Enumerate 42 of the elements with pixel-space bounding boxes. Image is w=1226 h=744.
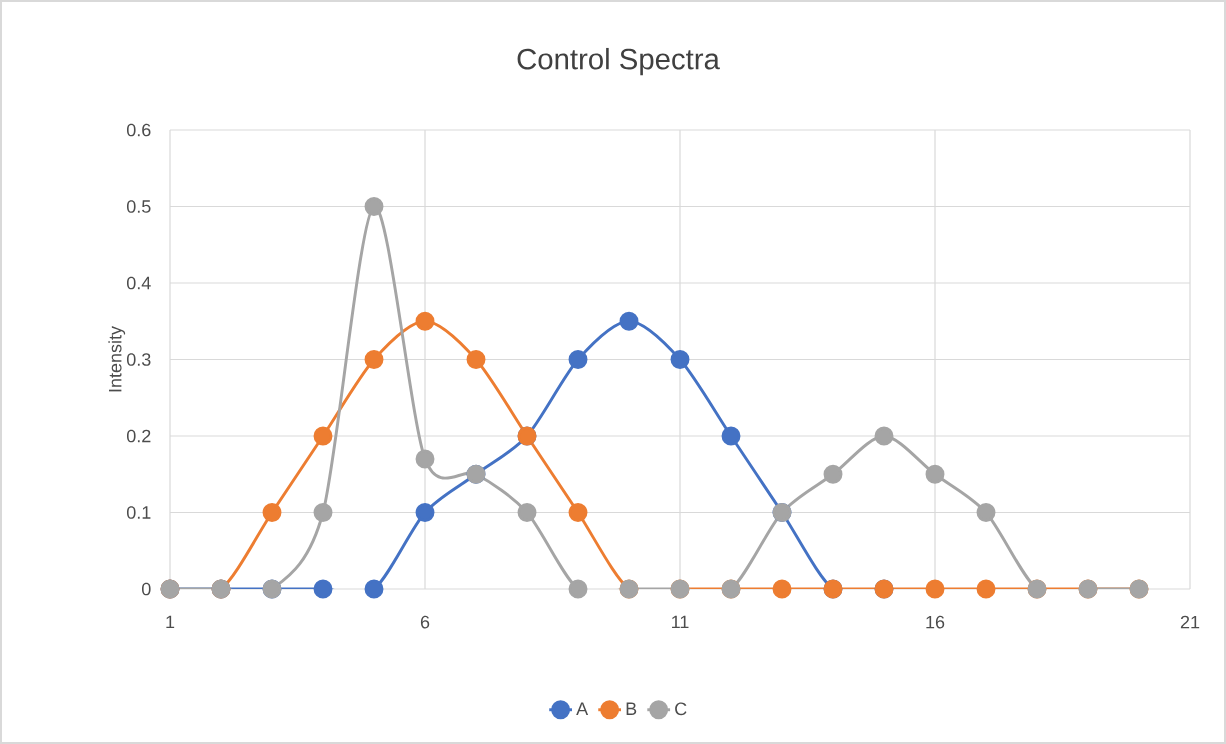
point: [466, 350, 486, 369]
point: [721, 426, 741, 446]
point: [925, 464, 945, 484]
point: [568, 350, 588, 369]
point: [925, 579, 945, 599]
y-tick-label: 0.1: [126, 506, 151, 519]
point: [568, 579, 588, 599]
chart-title: Control Spectra: [517, 47, 720, 76]
x-tick-label: 21: [1180, 615, 1200, 629]
point: [415, 503, 435, 522]
point: [619, 311, 639, 331]
point: [874, 426, 894, 446]
point: [976, 503, 996, 522]
point: [262, 503, 282, 522]
y-tick-label: 0.4: [126, 276, 151, 290]
x-tick-label: 16: [926, 615, 945, 629]
y-axis-title: Intensity: [108, 326, 126, 392]
point: [364, 350, 384, 369]
x-tick-label: 6: [420, 615, 430, 629]
point: [976, 579, 996, 599]
point: [415, 449, 435, 469]
point: [823, 464, 843, 484]
point: [364, 197, 384, 216]
y-tick-label: 0.6: [126, 123, 151, 137]
point: [415, 311, 435, 331]
point: [670, 350, 690, 369]
y-tick-label: 0.3: [126, 353, 151, 366]
point: [313, 579, 333, 599]
legend-label: A: [576, 702, 589, 715]
legend-label: B: [626, 702, 637, 715]
point: [364, 579, 384, 599]
y-tick-label: 0.2: [126, 429, 151, 443]
y-tick-label: 0.5: [126, 200, 151, 213]
point: [313, 426, 333, 446]
y-tick-label: 0: [142, 582, 151, 596]
point: [568, 503, 588, 522]
x-tick-label: 1: [166, 615, 175, 629]
point: [517, 503, 537, 522]
legend-label: C: [675, 702, 687, 716]
x-tick-label: 11: [672, 615, 689, 629]
point: [313, 503, 333, 522]
point: [772, 579, 792, 599]
